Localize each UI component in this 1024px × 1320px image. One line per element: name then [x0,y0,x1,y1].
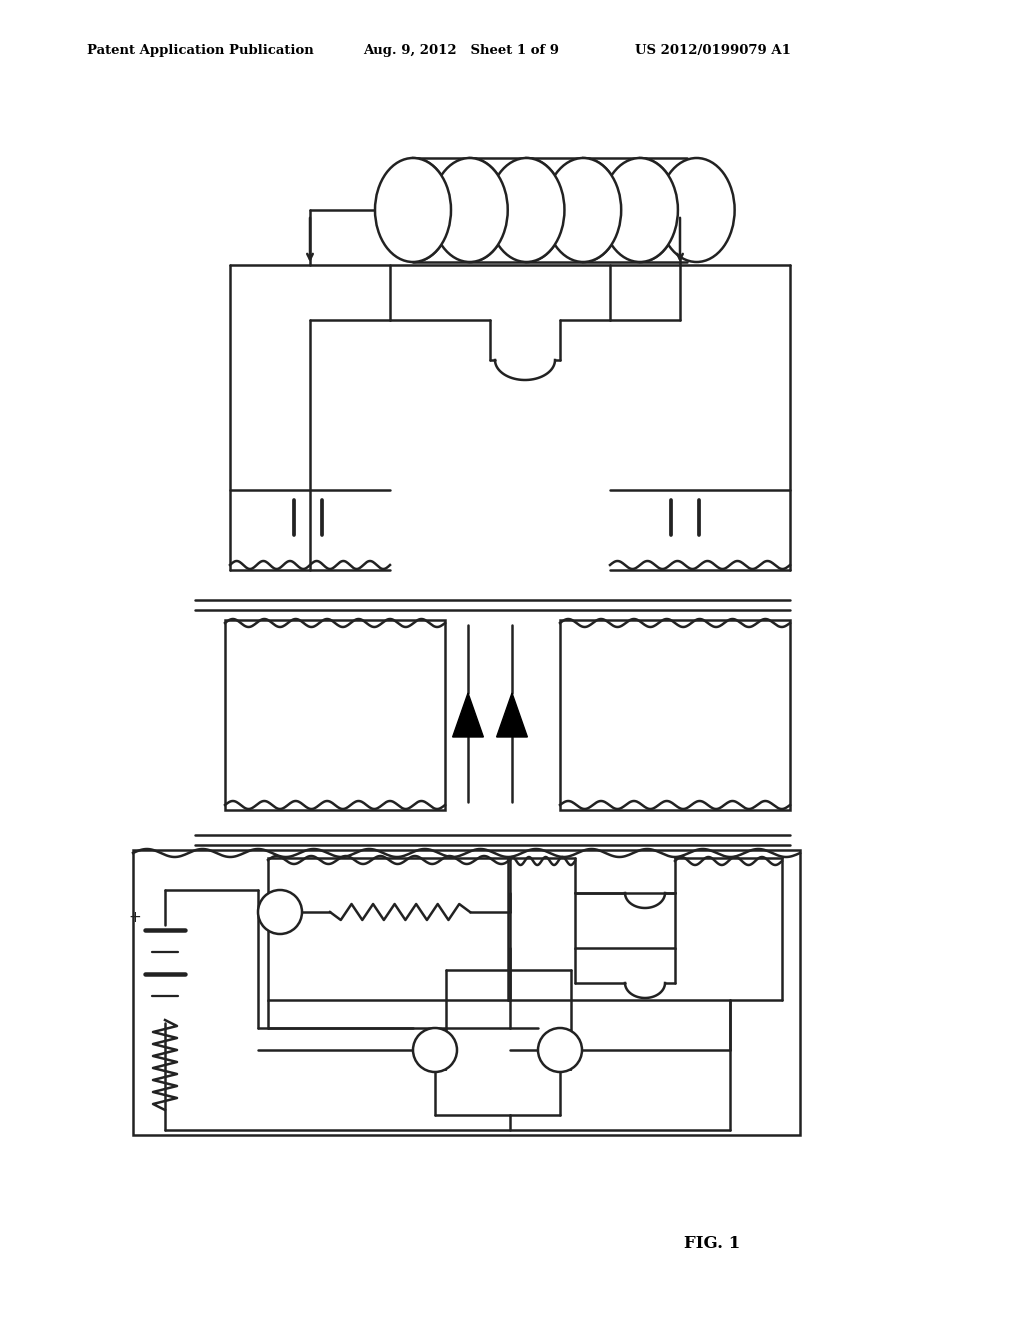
Circle shape [258,890,302,935]
Circle shape [413,1028,457,1072]
Polygon shape [497,693,527,737]
Text: Patent Application Publication: Patent Application Publication [87,44,313,57]
Bar [225,620,445,810]
Circle shape [538,1028,582,1072]
Text: US 2012/0199079 A1: US 2012/0199079 A1 [635,44,791,57]
Ellipse shape [488,158,564,261]
Ellipse shape [545,158,622,261]
Bar [133,850,800,1135]
Bar [560,620,790,810]
Ellipse shape [375,158,451,261]
Ellipse shape [432,158,508,261]
Text: Aug. 9, 2012   Sheet 1 of 9: Aug. 9, 2012 Sheet 1 of 9 [364,44,559,57]
Text: +: + [129,911,141,925]
Bar [268,858,510,1001]
Ellipse shape [658,158,734,261]
Bar [575,894,675,948]
Polygon shape [453,693,483,737]
Text: FIG. 1: FIG. 1 [684,1236,739,1251]
Ellipse shape [602,158,678,261]
